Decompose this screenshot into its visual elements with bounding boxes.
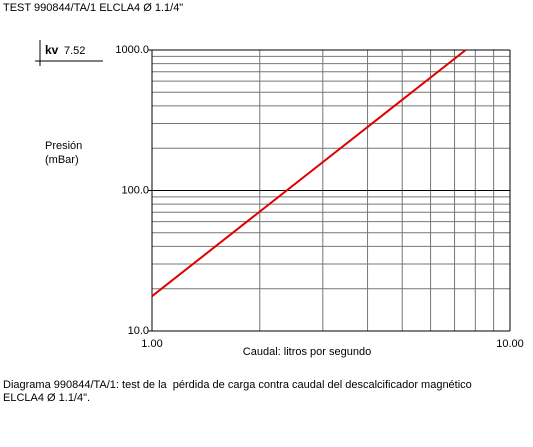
- y-tick-label: 10.0: [128, 325, 149, 337]
- caption: ELCLA4 Ø 1.1/4".: [3, 392, 90, 404]
- kv-value: 7.52: [64, 45, 85, 57]
- y-tick-label: 100.0: [121, 184, 149, 196]
- y-tick-label: 1000.0: [115, 44, 149, 56]
- y-axis-label: (mBar): [45, 154, 79, 166]
- x-tick-label: 10.00: [496, 338, 524, 350]
- kv-label: kv: [45, 43, 59, 57]
- x-axis-label: Caudal: litros por segundo: [243, 346, 371, 358]
- data-line: [151, 49, 467, 297]
- y-axis-label: Presión: [45, 140, 82, 152]
- caption: Diagrama 990844/TA/1: test de la pérdida…: [3, 379, 472, 391]
- x-tick-label: 1.00: [141, 338, 162, 350]
- chart-title: TEST 990844/TA/1 ELCLA4 Ø 1.1/4": [3, 2, 183, 14]
